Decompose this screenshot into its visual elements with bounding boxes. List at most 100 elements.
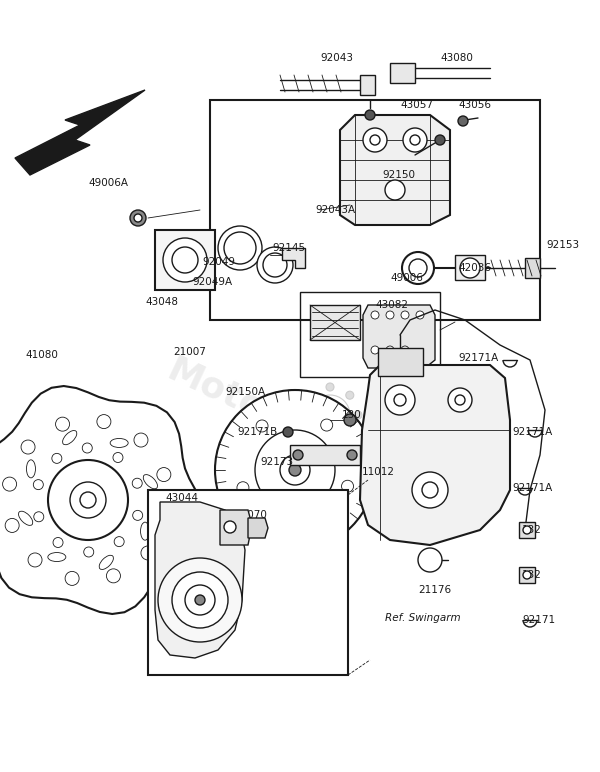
Circle shape [195, 595, 205, 605]
Ellipse shape [62, 431, 77, 445]
Text: 92150: 92150 [382, 170, 415, 180]
Polygon shape [340, 115, 450, 225]
Circle shape [401, 311, 409, 319]
Circle shape [326, 383, 334, 391]
Circle shape [65, 571, 79, 585]
Circle shape [458, 116, 468, 126]
Circle shape [394, 394, 406, 406]
Circle shape [402, 252, 434, 284]
Polygon shape [155, 230, 215, 290]
Circle shape [412, 472, 448, 508]
Circle shape [34, 512, 44, 522]
Text: 92171A: 92171A [512, 483, 552, 493]
Circle shape [370, 135, 380, 145]
Text: 11012: 11012 [362, 467, 395, 477]
Text: 49006: 49006 [390, 273, 423, 283]
Bar [148, 490, 348, 675]
Text: 132: 132 [522, 525, 542, 535]
Circle shape [141, 546, 155, 560]
Circle shape [56, 417, 70, 431]
Circle shape [293, 450, 303, 460]
Bar [390, 63, 415, 83]
Circle shape [298, 411, 306, 419]
Circle shape [53, 537, 63, 547]
Circle shape [106, 569, 121, 583]
Ellipse shape [48, 553, 66, 561]
Circle shape [326, 439, 334, 447]
Polygon shape [0, 386, 204, 614]
Circle shape [346, 431, 354, 438]
Circle shape [130, 210, 146, 226]
Circle shape [403, 128, 427, 152]
Polygon shape [15, 90, 145, 175]
Circle shape [237, 482, 249, 494]
Text: 92049A: 92049A [192, 277, 232, 287]
Circle shape [280, 455, 310, 485]
Text: 43044: 43044 [165, 493, 198, 503]
Text: 92171A: 92171A [458, 353, 498, 363]
Circle shape [346, 391, 354, 399]
Text: 43082: 43082 [375, 300, 408, 310]
Circle shape [365, 110, 375, 120]
Text: 92171: 92171 [522, 615, 555, 625]
Circle shape [290, 519, 302, 531]
Bar [300, 292, 440, 377]
Circle shape [172, 572, 228, 628]
Circle shape [410, 135, 420, 145]
Text: 21007: 21007 [173, 347, 206, 357]
Circle shape [523, 526, 531, 534]
Text: 92171B: 92171B [237, 427, 277, 437]
Circle shape [416, 311, 424, 319]
Circle shape [158, 558, 242, 642]
Text: 43080: 43080 [440, 53, 473, 63]
Text: Ref. Swingarm: Ref. Swingarm [385, 613, 461, 623]
Ellipse shape [110, 438, 128, 448]
Circle shape [347, 450, 357, 460]
Polygon shape [363, 305, 435, 368]
Ellipse shape [140, 522, 149, 540]
Bar [455, 255, 485, 280]
Text: 92043: 92043 [320, 53, 353, 63]
Circle shape [341, 480, 353, 493]
Text: 92043A: 92043A [315, 205, 355, 215]
Circle shape [418, 548, 442, 572]
Text: 13070: 13070 [235, 510, 268, 520]
Text: 92171A: 92171A [512, 427, 552, 437]
Circle shape [28, 553, 42, 567]
Circle shape [371, 311, 379, 319]
Circle shape [172, 247, 198, 273]
Text: Motorrepublik: Motorrepublik [161, 354, 439, 506]
Circle shape [371, 346, 379, 354]
Circle shape [163, 238, 207, 282]
Ellipse shape [26, 460, 35, 478]
Ellipse shape [143, 475, 157, 489]
Circle shape [134, 214, 142, 222]
Circle shape [2, 477, 17, 491]
Circle shape [82, 443, 92, 453]
Circle shape [385, 385, 415, 415]
Circle shape [386, 346, 394, 354]
Circle shape [132, 478, 142, 488]
Circle shape [224, 232, 256, 264]
Text: 43048: 43048 [145, 297, 178, 307]
Circle shape [255, 430, 335, 510]
Circle shape [455, 395, 465, 405]
Text: 42036: 42036 [458, 263, 491, 273]
Text: 130: 130 [342, 410, 362, 420]
Circle shape [310, 395, 350, 435]
Circle shape [263, 253, 287, 277]
Circle shape [322, 407, 338, 423]
Circle shape [422, 482, 438, 498]
Circle shape [256, 420, 268, 432]
Bar [290, 445, 360, 465]
Circle shape [224, 521, 236, 533]
Circle shape [523, 571, 531, 579]
Circle shape [401, 346, 409, 354]
Circle shape [409, 259, 427, 277]
Circle shape [21, 440, 35, 454]
Circle shape [52, 453, 62, 463]
Text: 92150A: 92150A [225, 387, 265, 397]
Circle shape [363, 128, 387, 152]
Text: 92153: 92153 [546, 240, 579, 250]
Text: 132: 132 [522, 570, 542, 580]
